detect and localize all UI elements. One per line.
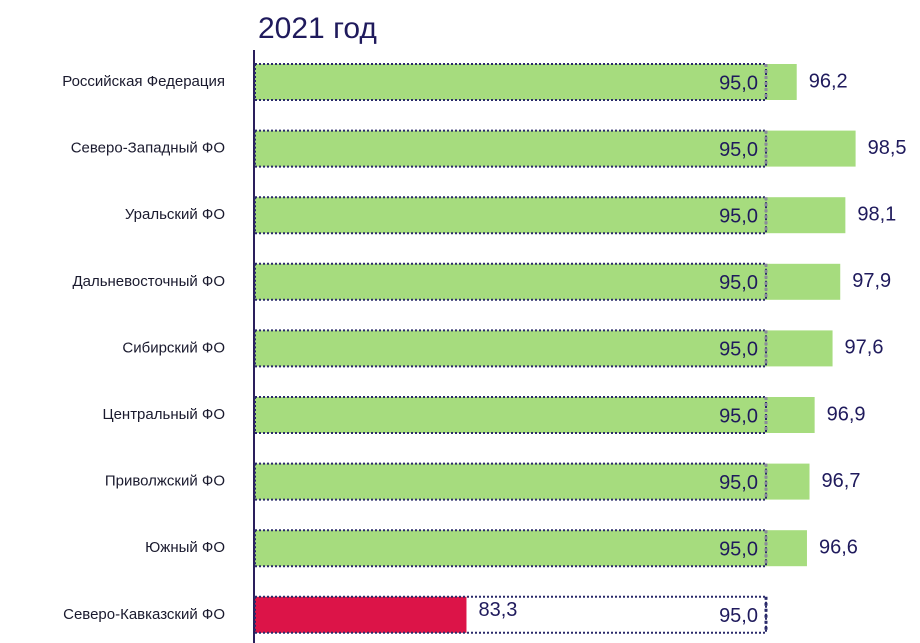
value-label: 96,6 bbox=[819, 536, 858, 558]
value-label: 97,6 bbox=[845, 337, 884, 359]
bar bbox=[255, 263, 841, 300]
target-label: 95,0 bbox=[719, 72, 758, 94]
category-label: Российская Федерация bbox=[62, 73, 225, 90]
bar bbox=[255, 197, 846, 234]
target-label: 95,0 bbox=[719, 472, 758, 494]
target-label: 95,0 bbox=[719, 205, 758, 227]
value-label: 98,1 bbox=[857, 203, 896, 225]
category-label: Южный ФО bbox=[145, 539, 225, 556]
target-label: 95,0 bbox=[719, 339, 758, 361]
category-label: Приволжский ФО bbox=[105, 473, 225, 490]
value-label: 98,5 bbox=[868, 137, 907, 159]
bar bbox=[255, 64, 797, 100]
category-label: Северо-Кавказский ФО bbox=[63, 606, 225, 623]
bar bbox=[255, 596, 467, 633]
category-label: Дальневосточный ФО bbox=[72, 273, 225, 290]
bar bbox=[255, 397, 815, 433]
target-label: 95,0 bbox=[719, 538, 758, 560]
target-label: 95,0 bbox=[719, 405, 758, 427]
bar bbox=[255, 463, 810, 500]
bar bbox=[255, 530, 807, 567]
value-label: 97,9 bbox=[852, 270, 891, 292]
value-label: 83,3 bbox=[478, 599, 517, 621]
target-label: 95,0 bbox=[719, 272, 758, 294]
category-label: Северо-Западный ФО bbox=[71, 140, 225, 157]
target-label: 95,0 bbox=[719, 139, 758, 161]
category-label: Центральный ФО bbox=[102, 406, 225, 423]
value-label: 96,7 bbox=[822, 470, 861, 492]
value-label: 96,2 bbox=[809, 70, 848, 92]
chart-title: 2021 год bbox=[258, 12, 377, 45]
bar bbox=[255, 330, 833, 367]
category-label: Сибирский ФО bbox=[122, 339, 225, 356]
category-label: Уральский ФО bbox=[125, 206, 225, 223]
target-label: 95,0 bbox=[719, 605, 758, 627]
value-label: 96,9 bbox=[827, 403, 866, 425]
bar bbox=[255, 130, 856, 167]
